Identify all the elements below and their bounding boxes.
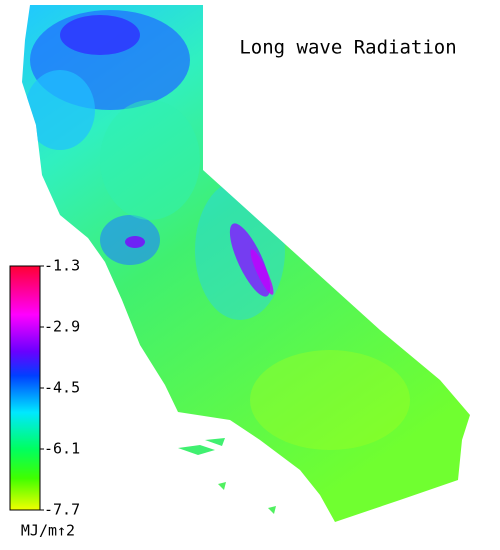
colorbar-tick-label: -4.5 (44, 379, 80, 397)
california (22, 5, 470, 522)
colorbar-tick-label: -6.1 (44, 440, 80, 458)
colorbar-gradient (9, 265, 41, 511)
colorbar-tick-label: -2.9 (44, 318, 80, 336)
map-title: Long wave Radiation (239, 37, 456, 59)
colorbar-unit: MJ/m↑2 (21, 522, 75, 540)
colorbar: MJ/m↑2 (9, 265, 75, 540)
colorbar-tick-label: -7.7 (44, 501, 80, 519)
colorbar-tick-label: -1.3 (44, 257, 80, 275)
